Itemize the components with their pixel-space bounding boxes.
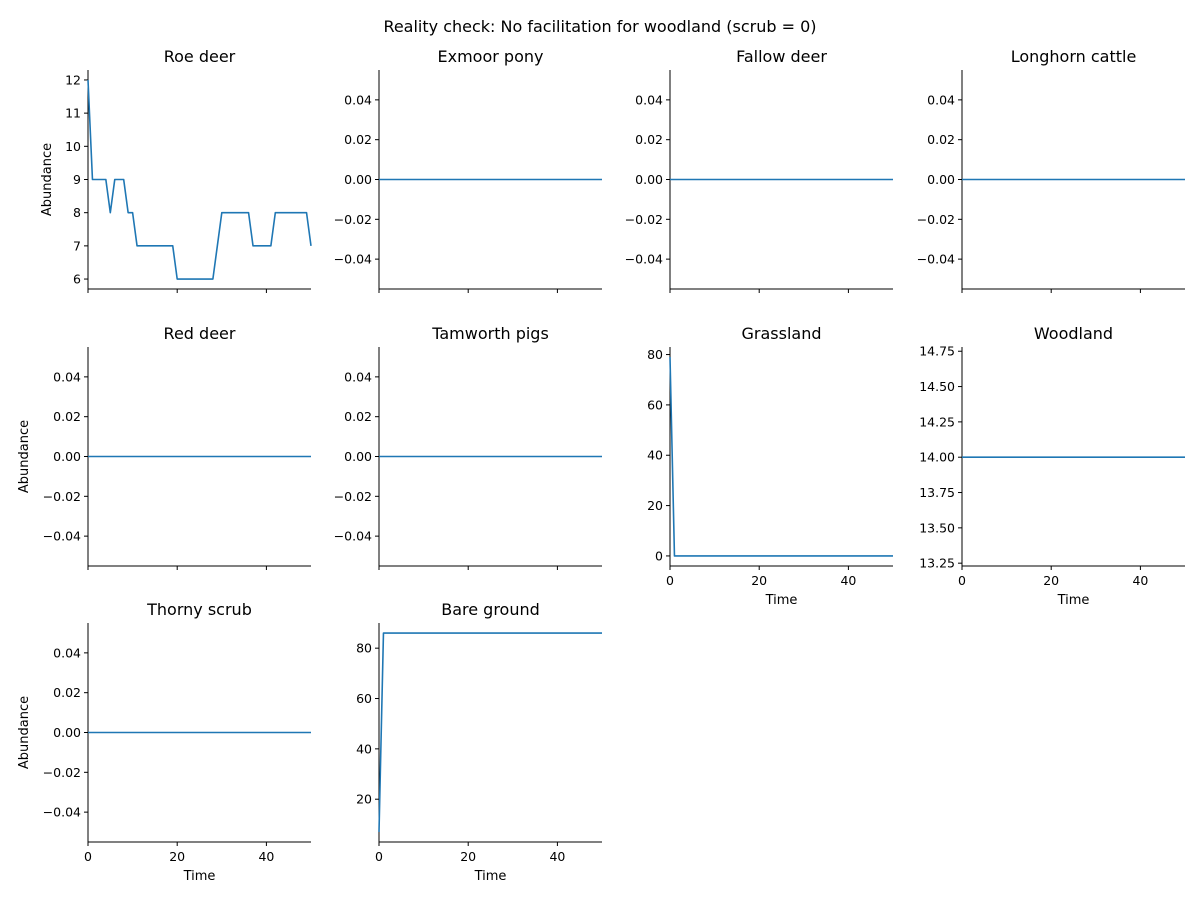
y-tick-label: 14.00 [919, 450, 955, 465]
y-tick-label: 0.02 [344, 409, 372, 424]
y-tick-label: 0.04 [53, 369, 81, 384]
y-tick-label: 20 [647, 498, 663, 513]
panel-fallow-deer: Fallow deer −0.04 −0.02 0.00 0.02 0.04 [625, 47, 893, 293]
y-tick-label: 40 [647, 448, 663, 463]
x-tick-label: 40 [549, 849, 565, 864]
y-tick-label: −0.04 [334, 252, 372, 267]
series-line [378, 632, 602, 832]
y-tick-label: 14.75 [919, 344, 955, 359]
y-tick-label: 0.02 [53, 685, 81, 700]
figure-title: Reality check: No facilitation for woodl… [383, 17, 816, 36]
y-tick-label: 12 [65, 72, 81, 87]
y-tick-label: 20 [356, 792, 372, 807]
panel-title: Tamworth pigs [431, 324, 549, 343]
y-tick-label: 0.00 [344, 449, 372, 464]
y-tick-label: −0.02 [334, 212, 372, 227]
y-tick-label: −0.04 [625, 252, 663, 267]
x-tick-label: 20 [751, 573, 767, 588]
y-tick-label: 0.04 [344, 92, 372, 107]
y-tick-label: 14.50 [919, 379, 955, 394]
panel-title: Roe deer [164, 47, 236, 66]
y-tick-label: 0.00 [927, 172, 955, 187]
y-tick-label: −0.04 [43, 805, 81, 820]
y-tick-label: 7 [73, 238, 81, 253]
y-tick-label: 0.04 [927, 92, 955, 107]
y-tick-label: −0.04 [917, 252, 955, 267]
y-tick-label: 0.00 [53, 725, 81, 740]
x-axis-label: Time [474, 869, 507, 884]
x-tick-label: 40 [258, 849, 274, 864]
y-tick-label: 8 [73, 205, 81, 220]
y-tick-label: 0.00 [344, 172, 372, 187]
y-tick-label: −0.04 [334, 529, 372, 544]
y-tick-label: 0.02 [53, 409, 81, 424]
panel-roe-deer: Roe deer 6 7 8 9 10 11 12 Abundance [40, 47, 312, 293]
y-tick-label: 13.25 [919, 556, 955, 571]
x-tick-label: 40 [840, 573, 856, 588]
panel-title: Longhorn cattle [1011, 47, 1137, 66]
y-tick-label: 9 [73, 172, 81, 187]
y-tick-label: 60 [356, 691, 372, 706]
y-tick-label: 80 [356, 641, 372, 656]
y-tick-label: 0.02 [344, 132, 372, 147]
y-axis-label: Abundance [40, 143, 55, 216]
y-tick-label: 0.04 [635, 92, 663, 107]
x-tick-label: 0 [666, 573, 674, 588]
x-tick-label: 0 [375, 849, 383, 864]
y-tick-label: 11 [65, 106, 81, 121]
panel-tamworth-pigs: Tamworth pigs −0.04 −0.02 0.00 0.02 0.04 [334, 324, 602, 570]
x-axis-label: Time [1057, 593, 1090, 608]
panel-title: Fallow deer [736, 47, 827, 66]
x-axis-label: Time [183, 869, 216, 884]
y-tick-label: 6 [73, 272, 81, 287]
y-tick-label: −0.02 [43, 489, 81, 504]
y-tick-label: 0.02 [635, 132, 663, 147]
panel-woodland: Woodland 13.25 13.50 13.75 14.00 14.25 14.50 14… [919, 324, 1185, 608]
panel-thorny-scrub: Thorny scrub −0.04 −0.02 0.00 0.02 0.04 0 20 40 T… [17, 600, 311, 884]
panel-exmoor-pony: Exmoor pony −0.04 −0.02 0.00 0.02 0.04 [334, 47, 602, 293]
panel-red-deer: Red deer −0.04 −0.02 0.00 0.02 0.04 Abundance [17, 324, 311, 570]
y-tick-label: −0.04 [43, 529, 81, 544]
y-tick-label: −0.02 [334, 489, 372, 504]
panel-title: Red deer [164, 324, 236, 343]
x-tick-label: 40 [1132, 573, 1148, 588]
panel-title: Thorny scrub [146, 600, 252, 619]
y-tick-label: 0.04 [344, 369, 372, 384]
y-tick-label: 80 [647, 347, 663, 362]
y-tick-label: 60 [647, 397, 663, 412]
panel-title: Bare ground [441, 600, 540, 619]
y-tick-label: 0.02 [927, 132, 955, 147]
series-line [669, 357, 893, 557]
y-tick-label: −0.02 [917, 212, 955, 227]
y-tick-label: 13.75 [919, 485, 955, 500]
y-tick-label: −0.02 [625, 212, 663, 227]
y-axis-label: Abundance [17, 696, 32, 769]
panel-title: Woodland [1034, 324, 1113, 343]
panel-longhorn-cattle: Longhorn cattle −0.04 −0.02 0.00 0.02 0.04 [917, 47, 1185, 293]
y-tick-label: −0.02 [43, 765, 81, 780]
y-tick-label: 0.00 [635, 172, 663, 187]
panel-bare-ground: Bare ground 20 40 60 80 0 20 40 Time [356, 600, 602, 884]
x-tick-label: 0 [958, 573, 966, 588]
y-tick-label: 0.04 [53, 645, 81, 660]
x-tick-label: 20 [460, 849, 476, 864]
x-tick-label: 0 [84, 849, 92, 864]
x-axis-label: Time [765, 593, 798, 608]
y-axis-label: Abundance [17, 420, 32, 493]
panel-title: Exmoor pony [438, 47, 544, 66]
series-line [87, 79, 312, 280]
x-tick-label: 20 [1043, 573, 1059, 588]
x-tick-label: 20 [169, 849, 185, 864]
y-tick-label: 13.50 [919, 520, 955, 535]
y-tick-label: 40 [356, 741, 372, 756]
y-tick-label: 14.25 [919, 414, 955, 429]
y-tick-label: 0.00 [53, 449, 81, 464]
y-tick-label: 10 [65, 139, 81, 154]
panel-grassland: Grassland 0 20 40 60 80 0 20 40 Time [647, 324, 893, 608]
panel-title: Grassland [742, 324, 822, 343]
y-tick-label: 0 [655, 548, 663, 563]
